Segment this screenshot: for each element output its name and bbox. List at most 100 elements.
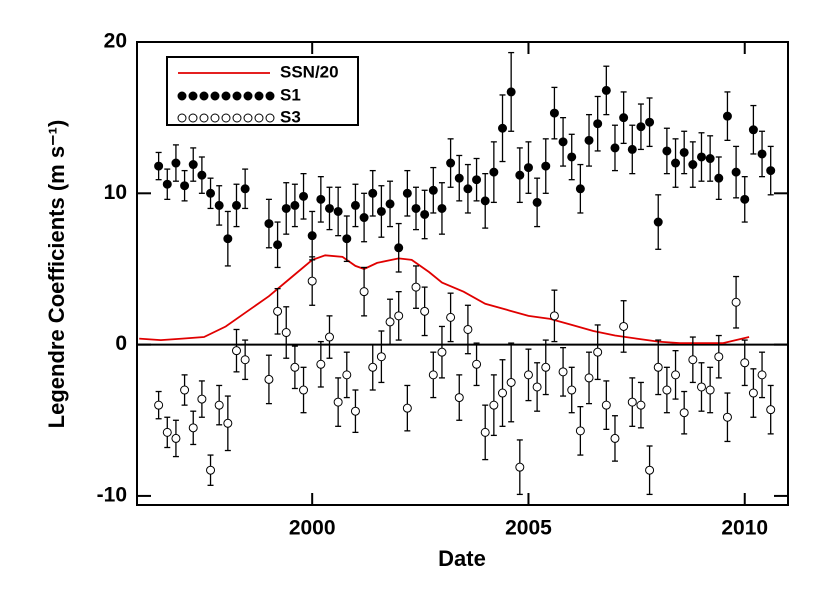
- point: [350, 200, 360, 210]
- point: [619, 113, 629, 123]
- point: [359, 213, 369, 223]
- point: [385, 317, 395, 327]
- point: [437, 347, 447, 357]
- point: [162, 179, 172, 189]
- point: [636, 122, 646, 132]
- point: [575, 184, 585, 194]
- point: [532, 197, 542, 207]
- point: [696, 152, 706, 162]
- point: [188, 160, 198, 170]
- point: [567, 152, 577, 162]
- point: [223, 418, 233, 428]
- point: [180, 181, 190, 191]
- point: [206, 188, 216, 198]
- legend-swatch: [199, 113, 209, 123]
- point: [619, 321, 629, 331]
- point: [766, 166, 776, 176]
- point: [240, 355, 250, 365]
- point: [558, 137, 568, 147]
- point: [463, 184, 473, 194]
- point: [446, 312, 456, 322]
- point: [394, 243, 404, 253]
- point: [411, 282, 421, 292]
- point: [273, 306, 283, 316]
- y-tick-label: -10: [97, 483, 127, 506]
- point: [342, 234, 352, 244]
- point: [722, 412, 732, 422]
- point: [307, 276, 317, 286]
- legend-swatch: [243, 91, 253, 101]
- point: [584, 135, 594, 145]
- legend-swatch: [221, 91, 231, 101]
- point: [541, 362, 551, 372]
- legend-swatch: [188, 91, 198, 101]
- point: [748, 125, 758, 135]
- point: [240, 184, 250, 194]
- point: [316, 359, 326, 369]
- point: [549, 311, 559, 321]
- point: [506, 87, 516, 97]
- point: [506, 377, 516, 387]
- point: [705, 385, 715, 395]
- point: [472, 175, 482, 185]
- point: [446, 158, 456, 168]
- ssn-line: [139, 254, 750, 344]
- point: [188, 423, 198, 433]
- point: [575, 426, 585, 436]
- legend-swatch: [210, 113, 220, 123]
- point: [420, 209, 430, 219]
- point: [264, 374, 274, 384]
- point: [593, 119, 603, 129]
- point: [688, 355, 698, 365]
- point: [558, 367, 568, 377]
- x-tick-label: 2010: [721, 517, 768, 540]
- legend-swatch: [210, 91, 220, 101]
- point: [696, 382, 706, 392]
- point: [593, 347, 603, 357]
- point: [671, 370, 681, 380]
- point: [420, 306, 430, 316]
- point: [714, 352, 724, 362]
- legend-swatch: [265, 91, 275, 101]
- point: [171, 158, 181, 168]
- point: [394, 311, 404, 321]
- point: [688, 160, 698, 170]
- point: [480, 427, 490, 437]
- point: [472, 359, 482, 369]
- point: [653, 362, 663, 372]
- point: [740, 194, 750, 204]
- point: [281, 328, 291, 338]
- point: [748, 388, 758, 398]
- point: [489, 167, 499, 177]
- y-tick-label: 20: [104, 30, 127, 53]
- point: [679, 147, 689, 157]
- point: [549, 108, 559, 118]
- point: [627, 397, 637, 407]
- point: [264, 219, 274, 229]
- point: [515, 462, 525, 472]
- point: [454, 173, 464, 183]
- point: [714, 173, 724, 183]
- point: [662, 385, 672, 395]
- point: [498, 123, 508, 133]
- point: [154, 161, 164, 171]
- point: [463, 324, 473, 334]
- point: [498, 388, 508, 398]
- point: [627, 144, 637, 154]
- point: [757, 149, 767, 159]
- legend-swatch: [243, 113, 253, 123]
- point: [515, 170, 525, 180]
- x-tick-label: 2005: [505, 517, 552, 540]
- x-tick-label: 2000: [289, 517, 336, 540]
- point: [601, 85, 611, 95]
- point: [428, 185, 438, 195]
- point: [766, 405, 776, 415]
- point: [584, 373, 594, 383]
- legend-swatch: [254, 91, 264, 101]
- point: [299, 191, 309, 201]
- point: [197, 394, 207, 404]
- legend-label: S3: [280, 107, 301, 126]
- point: [523, 370, 533, 380]
- point: [299, 385, 309, 395]
